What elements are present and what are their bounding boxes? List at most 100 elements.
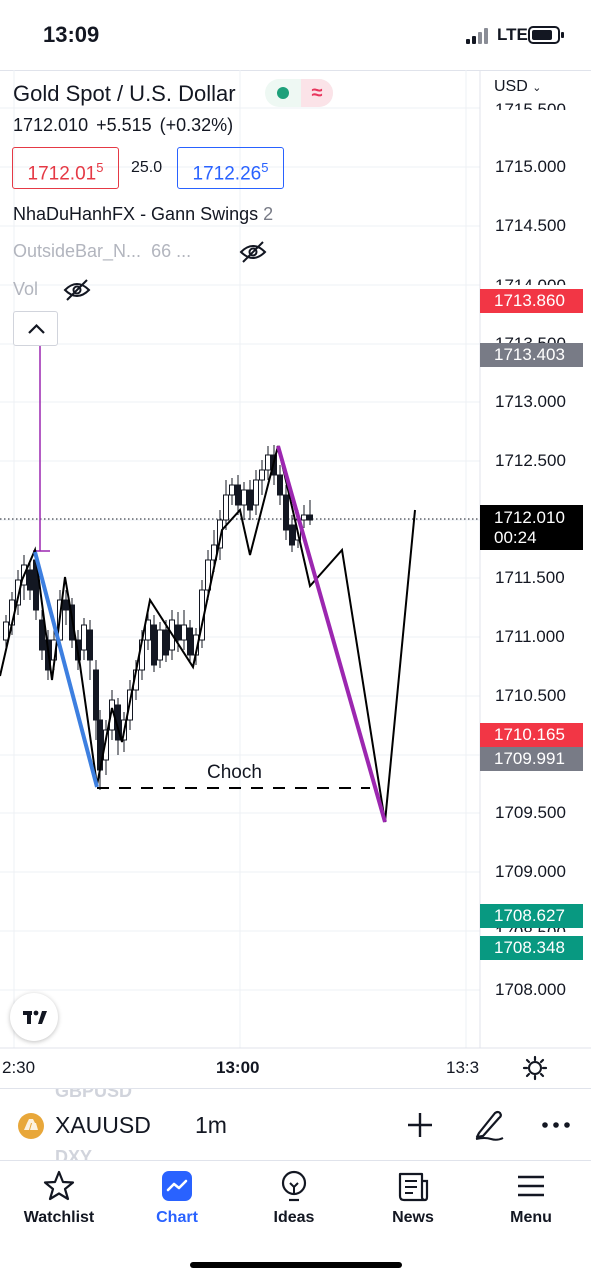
delay-wave-icon: ≈	[301, 79, 333, 107]
buy-button[interactable]: 1712.265	[177, 147, 284, 189]
price-change: +5.515	[96, 115, 152, 135]
drawing-pen-icon[interactable]	[473, 1107, 505, 1141]
time-axis-label: 13:3	[446, 1058, 480, 1077]
swing-line	[0, 445, 416, 823]
candle-body	[229, 484, 235, 496]
chart-settings-icon[interactable]	[522, 1055, 548, 1081]
chart-area[interactable]	[0, 70, 591, 1088]
ghost-symbol-above: GBPUSD	[55, 1088, 133, 1101]
symbol-selector[interactable]: XAUUSD	[55, 1112, 151, 1138]
chevron-up-icon	[28, 323, 45, 334]
candle-body	[157, 629, 163, 661]
battery-icon	[528, 26, 564, 44]
nav-news[interactable]: News	[363, 1169, 463, 1227]
nav-watchlist[interactable]: Watchlist	[9, 1169, 109, 1227]
candle-body	[87, 629, 93, 661]
price-tag: 1713.860	[480, 289, 583, 313]
status-badges[interactable]: ≈	[265, 79, 333, 107]
star-icon	[43, 1170, 75, 1201]
candle-body	[217, 519, 223, 549]
time-axis-label: 2:30	[2, 1058, 36, 1077]
nav-chart[interactable]: Chart	[127, 1169, 227, 1227]
price-axis-label: 1710.500	[495, 686, 566, 705]
candle-body	[265, 454, 271, 471]
candle-body	[93, 669, 99, 721]
newspaper-icon	[398, 1172, 429, 1202]
symbol-title[interactable]: Gold Spot / U.S. Dollar	[13, 81, 236, 106]
current-price-tag: 1712.010 00:24	[480, 505, 583, 550]
indicator-outside-bar[interactable]: OutsideBar_N... 66 ...	[13, 241, 192, 261]
tradingview-icon	[23, 1010, 47, 1024]
candle-body	[253, 479, 259, 506]
status-bar: 13:09 LTE	[0, 0, 591, 70]
candle-body	[283, 494, 289, 531]
nav-ideas[interactable]: Ideas	[244, 1169, 344, 1227]
nav-menu[interactable]: Menu	[481, 1169, 581, 1227]
price-axis-label: 1708.000	[495, 980, 566, 999]
symbol-toolbar: GBPUSD DXY XAUUSD 1m	[0, 1088, 591, 1160]
price-axis-label: 1713.000	[495, 392, 566, 411]
gold-icon	[18, 1113, 44, 1139]
indicator-vol[interactable]: Vol	[13, 279, 39, 299]
price-axis-label: 1714.500	[495, 216, 566, 235]
price-axis-label: 1711.500	[495, 568, 565, 587]
last-price: 1712.010	[13, 115, 89, 135]
candles	[3, 445, 313, 790]
grid	[0, 70, 480, 1048]
home-indicator	[190, 1262, 402, 1268]
sell-button[interactable]: 1712.015	[12, 147, 119, 189]
status-time: 13:09	[43, 22, 100, 47]
network-label: LTE	[497, 25, 528, 44]
candle-body	[307, 514, 313, 521]
tradingview-logo[interactable]	[10, 993, 58, 1041]
chart-icon	[162, 1171, 192, 1201]
price-axis-label: 1714.000	[495, 276, 566, 285]
interval-selector[interactable]: 1m	[195, 1112, 227, 1138]
market-open-icon	[277, 87, 289, 99]
candle-body	[247, 489, 253, 511]
candle-body	[3, 621, 9, 641]
candle-body	[277, 474, 283, 496]
price-axis-label: 1712.500	[495, 451, 566, 470]
bottom-nav: Watchlist Chart Ideas News Me	[0, 1160, 591, 1280]
price-summary: 1712.010 +5.515 (+0.32%)	[13, 115, 241, 136]
currency-selector[interactable]: USD ⌄	[494, 78, 546, 96]
signal-icon	[466, 28, 492, 44]
price-tag: 1708.627	[480, 904, 583, 928]
candle-body	[235, 484, 241, 506]
candle-body	[39, 619, 45, 651]
candle-body	[205, 559, 211, 591]
candle-body	[151, 624, 157, 666]
more-options-icon[interactable]	[540, 1109, 572, 1141]
collapse-legend-button[interactable]	[13, 311, 58, 346]
candle-body	[175, 624, 181, 641]
candle-body	[289, 524, 295, 546]
current-price-value: 1712.010	[494, 508, 565, 527]
price-change-pct: (+0.32%)	[159, 115, 234, 135]
candle-body	[301, 514, 307, 521]
price-axis-label: 1709.500	[495, 803, 566, 822]
candle-body	[15, 579, 21, 606]
swing-down-purple	[276, 445, 387, 823]
price-axis-label: 1715.000	[495, 157, 566, 176]
candle-body	[163, 629, 169, 656]
indicator-gann-swings[interactable]: NhaDuHanhFX - Gann Swings 2	[13, 204, 274, 224]
lightbulb-icon	[281, 1170, 307, 1202]
price-axis-label: 1711.000	[495, 627, 565, 646]
price-axis-label: 1709.000	[495, 862, 566, 881]
hamburger-icon	[518, 1175, 544, 1197]
price-tag: 1710.165	[480, 723, 583, 747]
time-axis-label: 13:00	[216, 1058, 260, 1077]
price-axis-label: 1713.500	[495, 334, 566, 343]
candle-body	[81, 624, 87, 651]
price-chart[interactable]	[0, 70, 591, 1088]
add-icon[interactable]	[404, 1109, 436, 1141]
price-tag: 1708.348	[480, 936, 583, 960]
price-axis-partial: 1715.500	[495, 100, 566, 110]
eye-off-icon[interactable]	[239, 240, 267, 264]
candle-body	[259, 469, 265, 481]
spread-value: 25.0	[131, 159, 163, 176]
chevron-down-icon: ⌄	[532, 82, 542, 94]
eye-off-icon[interactable]	[63, 278, 91, 302]
candle-body	[145, 619, 151, 641]
